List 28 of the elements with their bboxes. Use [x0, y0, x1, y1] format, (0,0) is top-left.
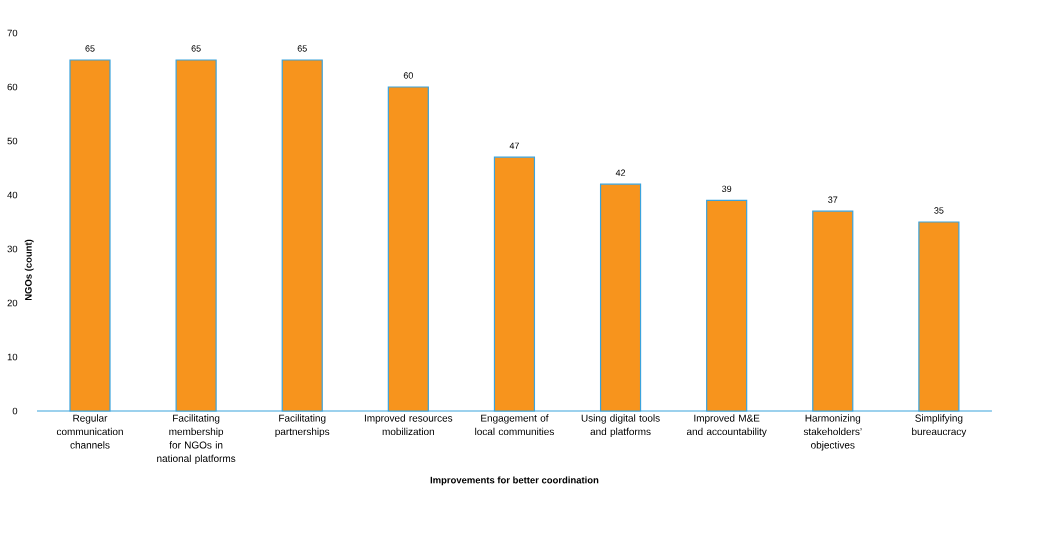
data-label: 65: [85, 45, 95, 52]
data-label: 42: [615, 169, 626, 176]
y-tick-label: 0: [12, 407, 18, 415]
x-tick-label: Using digital tools and platforms: [581, 414, 660, 438]
data-label: 37: [828, 196, 838, 203]
x-tick-label: Improved M&E and accountability: [686, 414, 767, 438]
x-tick-label: Facilitating partnerships: [275, 414, 330, 438]
x-tick-label: Regular communication channels: [56, 414, 123, 449]
data-label: 47: [509, 142, 519, 149]
x-tick-label: Simplifying bureaucracy: [912, 414, 967, 438]
data-label: 65: [191, 45, 201, 52]
y-tick-label: 10: [7, 353, 18, 361]
y-tick-label: 40: [7, 191, 18, 199]
x-tick-label: Harmonizing stakeholders’ objectives: [803, 414, 862, 451]
y-tick-label: 20: [7, 299, 18, 307]
data-label: 39: [722, 185, 732, 193]
x-tick-label: Improved resources mobilization: [364, 414, 453, 436]
x-tick-label: Facilitating membership for NGOs in national platforms: [157, 414, 236, 464]
y-tick-label: 30: [7, 245, 18, 253]
x-axis-title: Improvements for better coordination: [430, 476, 599, 486]
y-tick-label: 50: [7, 137, 18, 145]
data-label: 35: [934, 207, 944, 214]
data-label: 65: [297, 45, 307, 52]
data-label: 60: [403, 72, 413, 79]
y-tick-label: 70: [7, 29, 18, 37]
y-axis-title: NGOs (count): [24, 239, 34, 301]
y-tick-label: 60: [7, 83, 18, 91]
x-tick-label: Engagement of local communities: [475, 414, 554, 436]
